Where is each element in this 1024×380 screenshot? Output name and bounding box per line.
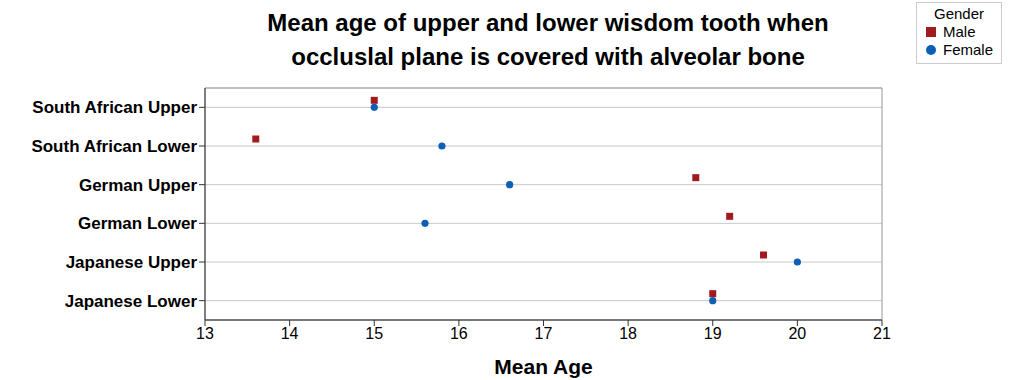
svg-text:16: 16 xyxy=(450,325,468,342)
svg-text:17: 17 xyxy=(535,325,553,342)
svg-text:German Lower: German Lower xyxy=(78,214,197,233)
svg-text:Japanese Upper: Japanese Upper xyxy=(66,253,198,272)
html-text:Gender: Gender xyxy=(934,5,984,22)
html-text:Female: Female xyxy=(943,41,993,58)
svg-text:South African Upper: South African Upper xyxy=(32,98,197,117)
svg-text:Mean Age: Mean Age xyxy=(494,355,592,378)
svg-text:15: 15 xyxy=(365,325,383,342)
svg-text:Japanese Lower: Japanese Lower xyxy=(65,292,198,311)
svg-text:German Upper: German Upper xyxy=(79,176,197,195)
svg-text:19: 19 xyxy=(704,325,722,342)
html-text:Mean age of upper and lower wi: Mean age of upper and lower wisdom tooth… xyxy=(267,9,829,70)
svg-text:14: 14 xyxy=(281,325,299,342)
svg-text:18: 18 xyxy=(619,325,637,342)
svg-text:13: 13 xyxy=(196,325,214,342)
html-text:Male: Male xyxy=(943,23,976,40)
svg-text:21: 21 xyxy=(873,325,891,342)
svg-text:South African Lower: South African Lower xyxy=(31,137,197,156)
svg-text:20: 20 xyxy=(788,325,806,342)
